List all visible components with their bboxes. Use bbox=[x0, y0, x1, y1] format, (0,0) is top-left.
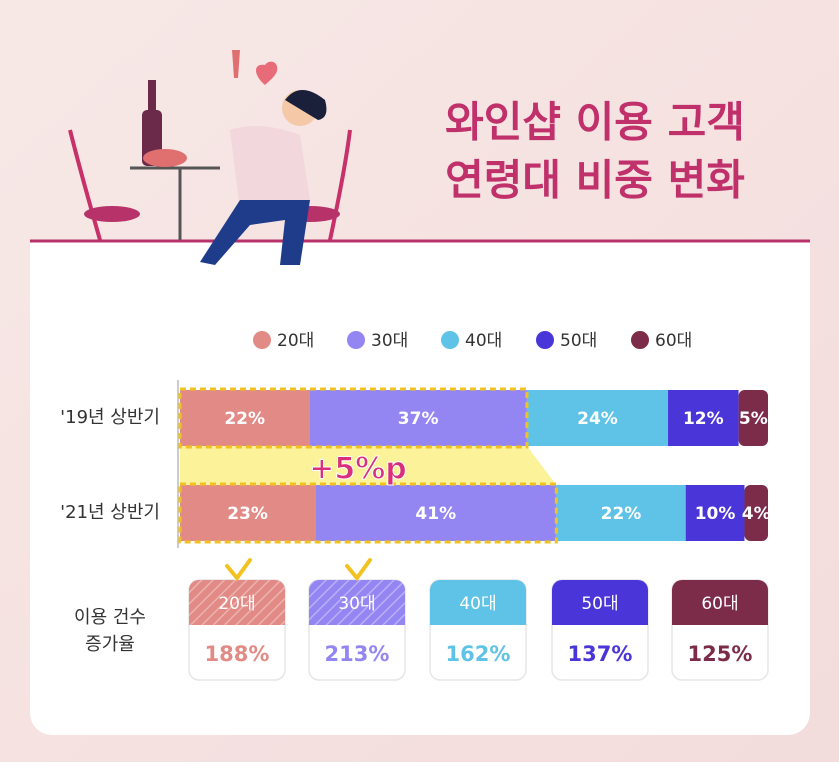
legend-swatch bbox=[253, 331, 271, 349]
highlight-band bbox=[180, 446, 557, 485]
growth-label: 이용 건수 bbox=[74, 607, 146, 628]
bar-segment bbox=[526, 390, 669, 446]
card-hatch bbox=[189, 580, 285, 625]
value-label: 22% bbox=[601, 504, 642, 524]
check-mark bbox=[345, 558, 372, 582]
bar-segment bbox=[668, 390, 739, 446]
bar-segment bbox=[180, 485, 316, 541]
bar-segment bbox=[744, 485, 768, 541]
value-label: 24% bbox=[577, 409, 618, 429]
card-value: 162% bbox=[446, 642, 511, 666]
card-value: 137% bbox=[568, 642, 633, 666]
card-value: 125% bbox=[688, 642, 753, 666]
title-line: 연령대 비중 변화 bbox=[445, 156, 745, 205]
check-mark bbox=[225, 558, 252, 582]
category-label: '21년 상반기 bbox=[60, 502, 160, 523]
title-line: 와인샵 이용 고객 bbox=[445, 98, 745, 147]
bar-segment bbox=[315, 485, 557, 541]
card-value: 188% bbox=[205, 642, 270, 666]
legend-label: 50대 bbox=[560, 331, 597, 351]
growth-label: 증가율 bbox=[85, 634, 135, 655]
value-label: 4% bbox=[742, 504, 771, 524]
value-label: 12% bbox=[683, 409, 724, 429]
legend-swatch bbox=[631, 331, 649, 349]
card-category: 20대 bbox=[218, 594, 255, 614]
category-label: '19년 상반기 bbox=[60, 407, 160, 428]
value-label: 22% bbox=[224, 409, 265, 429]
card-category: 30대 bbox=[338, 594, 375, 614]
card-category: 60대 bbox=[701, 594, 738, 614]
value-label: 5% bbox=[739, 409, 768, 429]
value-label: 37% bbox=[398, 409, 439, 429]
illustration bbox=[68, 50, 352, 265]
card-category: 50대 bbox=[581, 594, 618, 614]
value-label: 23% bbox=[227, 504, 268, 524]
bar-segment bbox=[738, 390, 768, 446]
legend-label: 40대 bbox=[465, 331, 502, 351]
bar-segment bbox=[556, 485, 686, 541]
legend-label: 30대 bbox=[371, 331, 408, 351]
legend-swatch bbox=[347, 331, 365, 349]
bar-segment bbox=[180, 390, 310, 446]
bar-segment bbox=[309, 390, 527, 446]
panel-top bbox=[30, 240, 810, 270]
card-header bbox=[552, 580, 648, 625]
value-label: 10% bbox=[695, 504, 736, 524]
card-header bbox=[430, 580, 526, 625]
legend-label: 60대 bbox=[655, 331, 692, 351]
highlight-box bbox=[178, 387, 529, 449]
card-category: 40대 bbox=[459, 594, 496, 614]
legend-label: 20대 bbox=[277, 331, 314, 351]
chart: 20대 30대 40대 50대 60대 '19년 상반기 22% 37% 24% 12% 5% '21… bbox=[60, 331, 771, 681]
annotation: +5%p bbox=[309, 452, 407, 487]
value-label: 41% bbox=[415, 504, 456, 524]
legend-swatch bbox=[441, 331, 459, 349]
bar-segment bbox=[685, 485, 745, 541]
legend-swatch bbox=[536, 331, 554, 349]
card-header bbox=[672, 580, 768, 625]
highlight-box bbox=[178, 482, 558, 544]
card-hatch bbox=[309, 580, 405, 625]
card-value: 213% bbox=[325, 642, 390, 666]
